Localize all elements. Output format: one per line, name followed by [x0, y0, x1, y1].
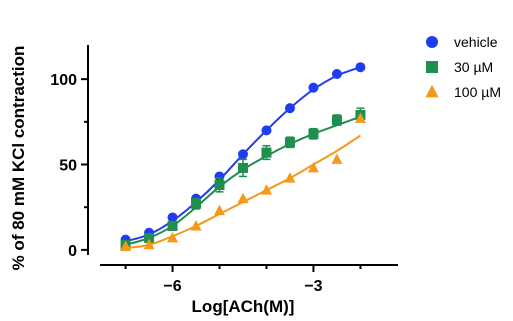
legend-item-1: 30 µM: [426, 59, 493, 75]
y-tick-label: 100: [50, 72, 77, 89]
data-point: [144, 232, 155, 243]
data-point: [167, 212, 178, 223]
data-point: [260, 184, 272, 195]
data-point: [167, 220, 178, 231]
x-axis-title: Log[ACh(M)]: [192, 297, 295, 316]
data-point: [284, 172, 296, 183]
y-axis-title: % of 80 mM KCl contraction: [9, 46, 28, 271]
y-tick-label: 50: [59, 158, 77, 175]
legend-layer: vehicle 30 µM 100 µM: [425, 34, 501, 100]
series-0: [120, 62, 366, 245]
fit-curve-1: [125, 115, 361, 246]
data-point: [214, 204, 226, 216]
data-point: [167, 231, 179, 243]
data-point: [261, 125, 272, 136]
series-1: [120, 107, 366, 250]
data-point: [237, 192, 249, 204]
data-point: [354, 112, 366, 123]
data-point: [191, 198, 202, 209]
y-tick-label: 0: [68, 243, 77, 260]
data-point: [307, 161, 319, 173]
series-2: [120, 112, 366, 251]
legend-label: vehicle: [454, 34, 498, 50]
data-point: [214, 171, 225, 182]
data-point: [143, 238, 155, 250]
legend-item-0: vehicle: [426, 34, 498, 50]
data-point: [284, 103, 295, 114]
data-point: [331, 69, 342, 80]
legend-marker: [425, 84, 439, 98]
data-point: [120, 240, 132, 251]
data-point: [238, 149, 248, 160]
x-tick-label: −3: [304, 278, 322, 295]
data-point: [284, 137, 295, 148]
data-point: [308, 82, 319, 93]
data-point: [190, 219, 202, 231]
series-layer: [120, 62, 366, 251]
data-point: [214, 180, 225, 190]
legend-label: 100 µM: [454, 84, 501, 100]
legend-item-2: 100 µM: [425, 84, 501, 100]
data-point: [261, 147, 272, 158]
data-point: [238, 162, 248, 173]
data-point: [331, 115, 342, 126]
data-point: [331, 153, 343, 164]
x-tick-label: −6: [163, 278, 181, 295]
legend-label: 30 µM: [454, 59, 493, 75]
axes-layer: 0 50 100 −6 −3 Log[ACh(M)] % of 80 mM KCl cont…: [9, 45, 398, 316]
legend-marker: [426, 36, 438, 48]
data-point: [355, 62, 366, 73]
data-point: [308, 128, 319, 139]
legend-marker: [426, 61, 438, 73]
